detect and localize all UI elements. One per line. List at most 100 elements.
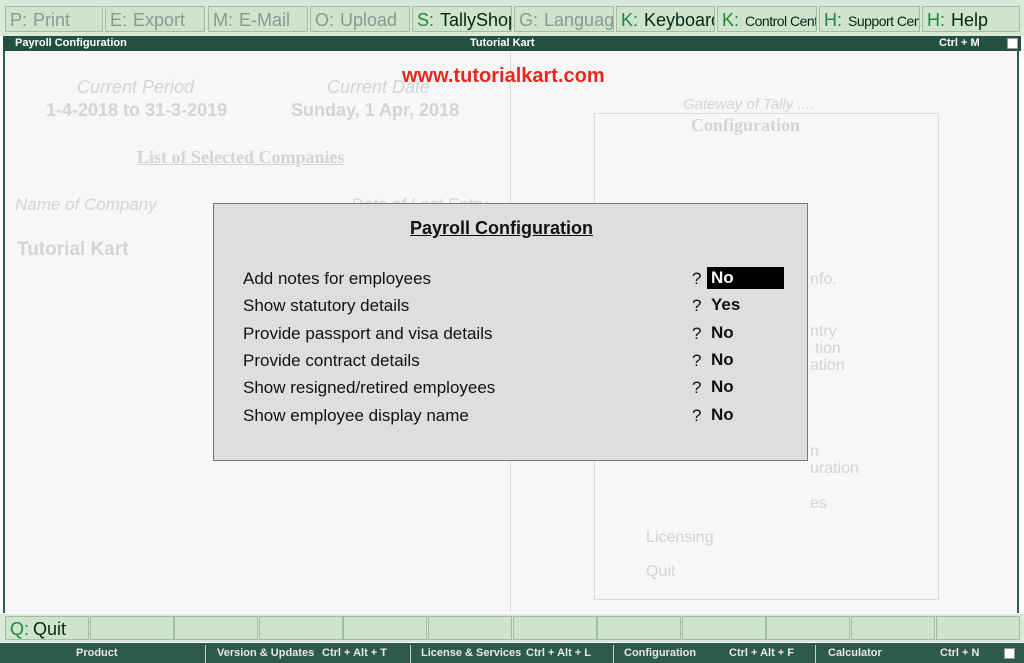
value: 1-4-2018 to 31-3-2019 — [46, 100, 228, 120]
hotkey: E: — [110, 10, 128, 30]
status-bar: Product Version & Updates Ctrl + Alt + T Li… — [0, 643, 1024, 663]
prompt: ? — [692, 378, 702, 398]
hotkey: H: — [927, 10, 945, 30]
gateway-heading: Gateway of Tally .... — [683, 96, 815, 113]
menu-label: Keyboard — [644, 10, 715, 30]
menu-button[interactable]: O: Upload — [310, 6, 410, 32]
button — [597, 616, 682, 640]
menu-button[interactable]: K: Keyboard — [616, 6, 715, 32]
menu-item: uration — [810, 460, 859, 477]
prompt: ? — [692, 405, 702, 425]
button — [851, 616, 935, 640]
label: Current Date — [327, 77, 431, 97]
option-value[interactable]: No — [711, 322, 734, 342]
button — [428, 616, 512, 640]
menu-button[interactable]: H: Help — [922, 6, 1020, 32]
option-value[interactable]: No — [711, 377, 734, 397]
menu-label: Upload — [340, 10, 398, 30]
heading: List of Selected Companies — [137, 147, 345, 167]
menu-item: tion — [815, 340, 841, 357]
status-shortcut: Ctrl + Alt + F — [729, 647, 794, 659]
menu-item: Licensing — [646, 529, 714, 546]
option-label: Add notes for employees — [243, 269, 432, 288]
menu-item: nfo. — [810, 271, 837, 288]
dialog-title: Payroll Configuration — [410, 218, 594, 238]
title-bar: Payroll Configuration Tutorial Kart Ctrl… — [3, 36, 1021, 51]
status-label[interactable]: License & Services — [421, 647, 522, 659]
hotkey: K: — [722, 10, 740, 30]
option-label: Show resigned/retired employees — [243, 378, 496, 398]
menu-button[interactable]: S: TallyShop — [412, 6, 512, 32]
screen-title: Payroll Configuration — [15, 37, 127, 49]
label: Current Period — [77, 77, 195, 97]
prompt: ? — [692, 323, 702, 343]
menu-item: es — [810, 495, 827, 512]
menu-button[interactable]: K: Control Centre — [717, 6, 817, 32]
separator — [410, 645, 411, 663]
hotkey: M: — [213, 10, 233, 30]
menu-button[interactable]: G:Language — [514, 6, 614, 32]
status-label[interactable]: Product — [76, 647, 118, 659]
menu-label: Support Centre — [848, 13, 920, 29]
menu-label: Export — [133, 10, 186, 30]
hotkey: K: — [621, 10, 639, 30]
status-shortcut: Ctrl + N — [940, 647, 980, 659]
prompt: ? — [692, 350, 702, 370]
button — [512, 616, 597, 640]
hotkey: H: — [824, 10, 842, 30]
dialog: Payroll Configuration Add notes for empl… — [213, 203, 808, 461]
shortcut: Ctrl + M — [939, 37, 980, 49]
button — [174, 616, 259, 640]
menu-button[interactable]: H: Support Centre — [819, 6, 920, 32]
separator — [613, 645, 614, 663]
menu-label: Control Centre — [745, 13, 816, 29]
menu-label: Language — [544, 10, 614, 30]
button — [766, 616, 851, 640]
hotkey: P: — [10, 10, 28, 30]
prompt: ? — [692, 296, 702, 316]
button — [343, 616, 428, 640]
menu-item: n — [810, 443, 819, 460]
button — [681, 616, 766, 640]
hotkey: S: — [417, 10, 435, 30]
main-area: Current Period 1-4-2018 to 31-3-2019 Cur… — [3, 51, 1019, 613]
company-name: Tutorial Kart — [470, 37, 535, 49]
menu-item: Quit — [646, 563, 676, 580]
status-label[interactable]: Calculator — [828, 647, 882, 659]
menu-label: TallyShop — [440, 10, 512, 30]
option-value[interactable]: No — [711, 404, 734, 424]
status-shortcut: Ctrl + Alt + L — [526, 647, 591, 659]
option-value[interactable]: No — [707, 267, 784, 289]
menu-label: Help — [951, 10, 989, 30]
separator — [815, 645, 816, 663]
button[interactable]: Q: Quit — [5, 616, 89, 640]
button-label: Quit — [33, 619, 67, 639]
option-label: Show employee display name — [243, 405, 469, 425]
menu-label: Print — [33, 10, 71, 30]
option-value[interactable]: No — [711, 349, 734, 369]
menu-label: E-Mail — [239, 10, 291, 30]
option-label: Show statutory details — [243, 296, 410, 316]
button — [258, 616, 343, 640]
menu-button[interactable]: E: Export — [105, 6, 205, 32]
status-label[interactable]: Configuration — [624, 647, 697, 659]
menu-item: ation — [810, 357, 845, 374]
option-label: Provide contract details — [243, 350, 420, 370]
menu-title: Configuration — [691, 115, 801, 135]
window-button[interactable] — [1007, 38, 1018, 49]
option-value[interactable]: Yes — [711, 295, 741, 315]
company: Tutorial Kart — [17, 239, 129, 260]
menu-item: ntry — [810, 323, 837, 340]
status-label[interactable]: Version & Updates — [217, 647, 315, 659]
button — [935, 616, 1020, 640]
prompt: ? — [692, 269, 702, 288]
hotkey: G: — [519, 10, 539, 30]
value: Sunday, 1 Apr, 2018 — [291, 100, 460, 120]
watermark: www.tutorialkart.com — [402, 65, 605, 87]
menu-button[interactable]: P: Print — [5, 6, 103, 32]
column-header: Name of Company — [15, 195, 157, 214]
window-button[interactable] — [1004, 648, 1015, 659]
menu-button[interactable]: M: E-Mail — [208, 6, 308, 32]
separator — [205, 645, 206, 663]
